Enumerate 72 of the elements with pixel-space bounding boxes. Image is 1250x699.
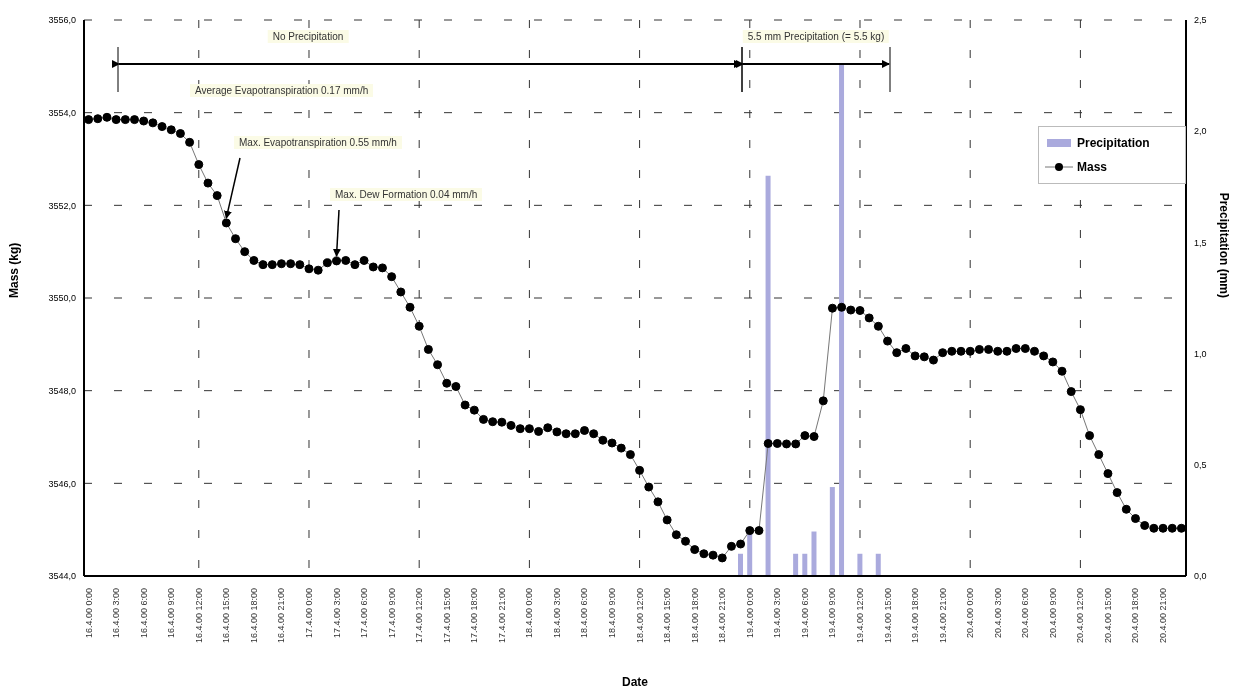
bar bbox=[765, 175, 771, 576]
x-tick-label: 18.4.00 0:00 bbox=[524, 588, 535, 639]
x-tick-label: 17.4.00 21:00 bbox=[496, 588, 507, 644]
x-tick-label: 18.4.00 6:00 bbox=[579, 588, 590, 639]
y-tick-label: 3554,0 bbox=[48, 107, 76, 118]
x-tick-label: 19.4.00 3:00 bbox=[772, 588, 783, 639]
y2-axis-title: Precipitation (mm) bbox=[1216, 192, 1231, 298]
x-tick-label: 18.4.00 15:00 bbox=[662, 588, 673, 644]
x-tick-label: 20.4.00 12:00 bbox=[1075, 588, 1086, 644]
y-tick-label: 3550,0 bbox=[48, 293, 76, 304]
x-tick-label: 17.4.00 18:00 bbox=[469, 588, 480, 644]
annotation: Max. Dew Formation 0.04 mm/h bbox=[330, 188, 483, 201]
y-tick-label: 3556,0 bbox=[48, 15, 76, 26]
x-tick-label: 20.4.00 9:00 bbox=[1047, 588, 1058, 639]
y2-tick-label: 1,5 bbox=[1194, 237, 1207, 248]
y2-tick-label: 0,5 bbox=[1194, 459, 1207, 470]
x-tick-label: 19.4.00 0:00 bbox=[744, 588, 755, 639]
legend-label: Precipitation bbox=[1077, 136, 1150, 150]
x-axis-title: Date bbox=[621, 675, 649, 689]
x-tick-label: 16.4.00 12:00 bbox=[193, 588, 204, 644]
y2-tick-label: 0,0 bbox=[1194, 571, 1207, 582]
x-tick-label: 16.4.00 18:00 bbox=[248, 588, 259, 644]
y2-tick-label: 2,5 bbox=[1194, 15, 1207, 26]
x-tick-label: 17.4.00 3:00 bbox=[331, 588, 342, 639]
x-tick-label: 20.4.00 0:00 bbox=[965, 588, 976, 639]
y-axis-title: Mass (kg) bbox=[7, 242, 22, 298]
x-tick-label: 17.4.00 0:00 bbox=[303, 588, 314, 639]
bar bbox=[829, 487, 835, 576]
x-tick-label: 17.4.00 15:00 bbox=[441, 588, 452, 644]
x-tick-label: 16.4.00 21:00 bbox=[276, 588, 287, 644]
x-tick-label: 17.4.00 6:00 bbox=[359, 588, 370, 639]
bar bbox=[793, 553, 799, 576]
x-tick-label: 19.4.00 12:00 bbox=[854, 588, 865, 644]
y-tick-label: 3552,0 bbox=[48, 200, 76, 211]
y2-tick-label: 1,0 bbox=[1194, 348, 1207, 359]
x-tick-label: 18.4.00 21:00 bbox=[717, 588, 728, 644]
y-tick-label: 3548,0 bbox=[48, 385, 76, 396]
x-tick-label: 20.4.00 21:00 bbox=[1158, 588, 1169, 644]
x-tick-label: 18.4.00 3:00 bbox=[551, 588, 562, 639]
x-tick-label: 20.4.00 18:00 bbox=[1130, 588, 1141, 644]
bar bbox=[875, 553, 881, 576]
y-tick-label: 3544,0 bbox=[48, 571, 76, 582]
x-tick-label: 16.4.00 6:00 bbox=[138, 588, 149, 639]
x-tick-label: 20.4.00 3:00 bbox=[992, 588, 1003, 639]
annotation: 5.5 mm Precipitation (= 5.5 kg) bbox=[742, 30, 890, 43]
x-tick-label: 19.4.00 18:00 bbox=[910, 588, 921, 644]
x-tick-label: 16.4.00 9:00 bbox=[166, 588, 177, 639]
x-tick-label: 20.4.00 15:00 bbox=[1102, 588, 1113, 644]
annotation: Average Evapotranspiration 0.17 mm/h bbox=[190, 84, 374, 97]
x-tick-label: 17.4.00 9:00 bbox=[386, 588, 397, 639]
annotation: No Precipitation bbox=[267, 30, 349, 43]
x-tick-label: 19.4.00 6:00 bbox=[799, 588, 810, 639]
bar bbox=[802, 553, 808, 576]
bar bbox=[738, 553, 744, 576]
x-tick-label: 19.4.00 15:00 bbox=[882, 588, 893, 644]
x-tick-label: 19.4.00 21:00 bbox=[937, 588, 948, 644]
bar bbox=[811, 531, 817, 576]
bar bbox=[857, 553, 863, 576]
legend-label: Mass bbox=[1077, 160, 1108, 174]
x-tick-label: 18.4.00 12:00 bbox=[634, 588, 645, 644]
y2-tick-label: 2,0 bbox=[1194, 126, 1207, 137]
bar bbox=[839, 64, 845, 576]
x-tick-label: 16.4.00 3:00 bbox=[111, 588, 122, 639]
x-tick-label: 16.4.00 15:00 bbox=[221, 588, 232, 644]
annotation: Max. Evapotranspiration 0.55 mm/h bbox=[234, 136, 402, 149]
x-tick-label: 18.4.00 9:00 bbox=[607, 588, 618, 639]
x-tick-label: 18.4.00 18:00 bbox=[689, 588, 700, 644]
x-tick-label: 20.4.00 6:00 bbox=[1020, 588, 1031, 639]
x-tick-label: 17.4.00 12:00 bbox=[414, 588, 425, 644]
y-tick-label: 3546,0 bbox=[48, 478, 76, 489]
x-tick-label: 16.4.00 0:00 bbox=[83, 588, 94, 639]
x-tick-label: 19.4.00 9:00 bbox=[827, 588, 838, 639]
